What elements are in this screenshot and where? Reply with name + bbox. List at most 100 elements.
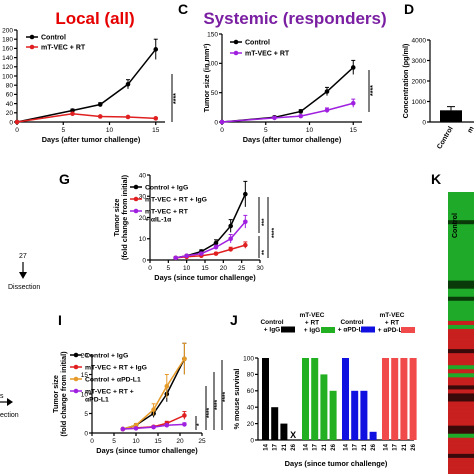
legend-label: Control + IgG xyxy=(145,185,188,192)
heatmap-row xyxy=(448,212,474,217)
legend-label: Control xyxy=(260,319,283,326)
data-point xyxy=(213,240,219,246)
heatmap-row xyxy=(448,417,474,423)
bar xyxy=(329,390,337,440)
panel-letter-i: I xyxy=(58,312,62,328)
x-tick-label: 0 xyxy=(148,265,152,272)
x-tick-label: 0 xyxy=(220,127,224,134)
y-tick-label: 10 xyxy=(139,236,147,243)
data-point xyxy=(151,424,156,430)
heatmap-row xyxy=(448,320,474,326)
heatmap-row xyxy=(448,232,474,237)
legend-label: Control xyxy=(245,40,270,47)
heatmap-row xyxy=(448,397,474,402)
heatmap-row xyxy=(448,280,474,286)
y-axis-label: Tumor size xyxy=(112,199,121,237)
legend-label: mT-VEC + RT xyxy=(245,51,290,58)
heatmap-row xyxy=(448,236,474,241)
data-point xyxy=(324,89,330,94)
legend-marker xyxy=(29,34,35,40)
y-axis-label: Tumor size xyxy=(51,375,60,413)
bar xyxy=(351,390,359,440)
legend-label: mT-VEC xyxy=(300,312,325,319)
heatmap-row xyxy=(448,357,474,362)
y-tick-label: 15 xyxy=(81,372,89,379)
data-point xyxy=(298,109,304,114)
legend-label: + IgG xyxy=(304,327,320,334)
y-tick-label: 0 xyxy=(422,119,426,126)
heatmap-row xyxy=(448,337,474,342)
y-tick-label: 150 xyxy=(207,31,218,38)
y-tick-label: 1000 xyxy=(412,99,427,106)
y-tick-label: 60 xyxy=(247,388,255,395)
legend-swatch xyxy=(281,326,295,333)
heatmap-row xyxy=(448,433,474,439)
data-point xyxy=(133,426,139,431)
y-tick-label: 5 xyxy=(84,411,88,418)
x-tick-label: 5 xyxy=(264,127,268,134)
x-tick-label: 17 xyxy=(313,443,319,450)
schematic-dissection-label: Dissection xyxy=(8,284,40,291)
bar xyxy=(320,374,328,440)
heatmap-row xyxy=(448,228,474,233)
x-tick-label: 5 xyxy=(112,438,116,445)
x-tick-label: 30 xyxy=(256,265,264,272)
series-line xyxy=(221,66,354,123)
bar xyxy=(400,358,408,440)
heatmap-row xyxy=(448,445,474,451)
heatmap-row xyxy=(448,224,474,229)
zero-survival-marker: X xyxy=(290,430,296,440)
legend-label: mT-VEC + RT + IgG xyxy=(85,365,147,372)
data-point xyxy=(350,100,356,106)
legend-label: mT-VEC + RT + xyxy=(85,389,134,396)
bar xyxy=(440,110,462,122)
x-tick-label: 26 xyxy=(411,443,417,450)
heatmap-row xyxy=(448,457,474,463)
data-point xyxy=(228,247,233,252)
heatmap-row xyxy=(448,341,474,346)
heatmap-row xyxy=(448,284,474,290)
x-tick-label: 26 xyxy=(291,443,297,450)
heatmap-row xyxy=(448,413,474,419)
heatmap-row xyxy=(448,453,474,459)
data-point xyxy=(164,422,170,428)
x-tick-label: 14 xyxy=(344,443,350,450)
chart-c-title: Systemic (responders) xyxy=(203,9,386,28)
bar xyxy=(311,358,319,440)
y-axis-label: Tumor size (in mm²) xyxy=(202,43,211,112)
schematic-fragment-s: s xyxy=(0,393,4,400)
x-tick-label: 14 xyxy=(304,443,310,450)
heatmap-row xyxy=(448,220,474,225)
heatmap-row xyxy=(448,244,474,249)
heatmap-row xyxy=(448,308,474,314)
x-tick-label: 20 xyxy=(220,265,228,272)
data-point xyxy=(97,114,103,119)
x-tick-label: m xyxy=(467,126,474,135)
y-tick-label: 40 xyxy=(247,405,255,412)
y-tick-label: 50 xyxy=(211,90,219,97)
heatmap-label: Control xyxy=(452,213,459,238)
x-tick-label: 10 xyxy=(132,438,140,445)
heatmap-row xyxy=(448,196,474,201)
panel-letter-g: G xyxy=(59,171,70,187)
series-line xyxy=(175,221,246,259)
x-tick-label: 21 xyxy=(282,443,288,450)
x-tick-label: 0 xyxy=(90,438,94,445)
y-tick-label: 0 xyxy=(142,257,146,264)
y-tick-label: 100 xyxy=(2,73,13,80)
x-axis-label: Days (after tumor challenge) xyxy=(243,135,342,144)
significance-label: **** xyxy=(222,391,229,402)
x-tick-label: 17 xyxy=(273,443,279,450)
legend-swatch xyxy=(321,327,335,333)
heatmap-row xyxy=(448,449,474,455)
bar xyxy=(271,407,279,440)
x-axis-label: Days (since tumor challenge) xyxy=(96,446,198,455)
schematic-day-label: 27 xyxy=(19,253,27,260)
data-point xyxy=(184,253,189,259)
data-point xyxy=(153,116,159,121)
heatmap-row xyxy=(448,373,474,378)
heatmap-row xyxy=(448,248,474,253)
legend-label: + RT xyxy=(305,320,319,327)
heatmap-row xyxy=(448,304,474,310)
